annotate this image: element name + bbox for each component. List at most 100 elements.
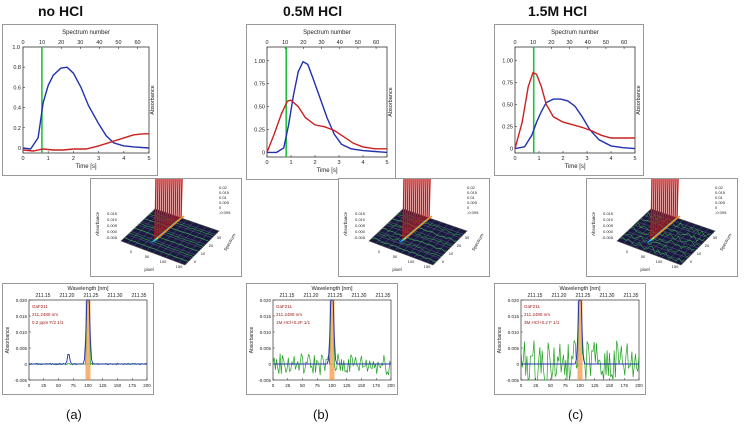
x-tick-label: 150 — [358, 383, 366, 388]
peak-ridge-line — [160, 179, 163, 235]
spectrum-trace — [273, 299, 391, 365]
surface-floor — [616, 208, 716, 266]
legend-entry: 0.2 ppm F/2 1/1 — [32, 320, 64, 325]
noise-line — [139, 222, 204, 248]
peak-ridge-line — [156, 179, 159, 238]
top-chart-c: Spectrum number 0 10 20 30 40 50 60 0 1 2 3 4 5 Time [… — [494, 24, 644, 176]
peak-ridge-line — [666, 179, 669, 227]
y-tick-label: 1.00 — [254, 59, 265, 65]
spectrum-trace — [29, 299, 147, 365]
x-tick-label: 1 — [537, 156, 540, 162]
noise-line — [397, 214, 463, 238]
x-tick-label: 175 — [128, 383, 136, 388]
wavelength-tick-label: 211.35 — [376, 293, 391, 299]
peak-ridge-line — [658, 179, 661, 233]
y-tick-label: 0.2 — [13, 126, 21, 132]
absorbance-tick-label: 0.010 — [355, 217, 366, 222]
x2-tick-label: 20 — [300, 40, 306, 46]
x2-axis-label: Spectrum number — [551, 30, 599, 36]
side-scale-label: 0.015 — [219, 190, 230, 195]
pixel-tick-label: 100 — [160, 259, 167, 264]
wavelength-tick-label: 211.15 — [528, 293, 543, 299]
absorbance-tick-label: -0.005 — [354, 235, 366, 240]
x-tick-label: 100 — [84, 383, 92, 388]
peak-ridge-line — [402, 179, 405, 240]
absorbance-tick-label: 0.010 — [603, 217, 614, 222]
y-axis-label: Absorbance — [497, 326, 503, 353]
y-tick-label: 0.015 — [260, 314, 272, 319]
x-tick-label: 0 — [513, 156, 516, 162]
x-axis-label: Time [s] — [316, 168, 337, 174]
gradient-streak — [653, 215, 681, 239]
x2-tick-label: 40 — [585, 40, 591, 46]
peak-ridge-line — [406, 179, 409, 236]
x-tick-label: 125 — [591, 383, 599, 388]
wavelength-tick-label: 211.15 — [36, 293, 51, 299]
wavelength-tick-label: 211.15 — [280, 293, 295, 299]
grid-line — [420, 226, 455, 261]
peak-ridge-line — [420, 179, 423, 225]
noise-line — [620, 236, 685, 263]
3d-plot-b: Absorbance 0.015 0.010 0.005 0.000 -0.005 0 50 1… — [338, 178, 490, 277]
side-scale-label: -0.005 — [715, 210, 727, 215]
side-scale-label: 0.02 — [219, 185, 228, 190]
peak-ridge-line — [656, 179, 659, 235]
peak-ridge-line — [170, 179, 173, 227]
x2-tick-label: 50 — [355, 40, 361, 46]
surface-floor — [368, 208, 468, 266]
y-top-label: 1.0 — [12, 45, 20, 51]
x2-tick-label: 0 — [21, 40, 24, 46]
wavelength-tick-label: 211.25 — [576, 293, 591, 299]
pixel-tick-label: 50 — [145, 254, 150, 259]
pixel-tick-label: 150 — [176, 264, 183, 269]
series-line-1 — [22, 133, 149, 152]
x-tick-label: 0 — [520, 383, 523, 388]
grid-line — [385, 224, 451, 249]
side-scale-label: 0.02 — [715, 185, 724, 190]
x-axis-label: Time [s] — [75, 164, 96, 170]
series-line-1 — [514, 71, 635, 149]
x2-tick-label: 20 — [548, 40, 554, 46]
peak-band — [85, 300, 91, 380]
pixel-tick-label: 50 — [393, 254, 398, 259]
noise-line — [382, 227, 447, 252]
spectrum-tick-label: 30 — [217, 235, 222, 240]
wavelength-axis-label: Wavelength [nm] — [311, 286, 353, 292]
legend-entry: GaF211 — [524, 304, 540, 309]
x-tick-label: 2 — [72, 156, 75, 162]
grid-line — [389, 221, 454, 245]
peak-ridge-line — [180, 179, 183, 219]
wavelength-tick-label: 211.35 — [132, 293, 147, 299]
peak-ridge-line — [416, 179, 419, 228]
y-tick-label: 0 — [24, 362, 27, 367]
x-tick-label: 200 — [387, 383, 395, 388]
noise-line — [625, 233, 690, 258]
x-axis-label: Time [s] — [564, 164, 585, 170]
grid-line — [137, 224, 203, 249]
peak-ridge-line — [674, 179, 677, 220]
x2-axis-label: Spectrum number — [62, 30, 110, 36]
peak-ridge-line — [676, 179, 679, 219]
x-tick-label: 4 — [361, 160, 364, 166]
y-axis-label: Absorbance — [150, 85, 156, 114]
y-tick-label: 0.020 — [260, 298, 272, 303]
peak-ridge-line — [426, 179, 429, 220]
gradient-streak — [157, 215, 185, 239]
y-axis-label: Absorbance — [388, 87, 394, 116]
pixel-axis-label: pixel — [640, 267, 649, 272]
absorbance-tick-label: 0.015 — [603, 211, 614, 216]
wavelength-tick-label: 211.30 — [108, 293, 123, 299]
x-tick-label: 175 — [620, 383, 628, 388]
x2-tick-label: 50 — [115, 40, 121, 46]
plot-frame — [514, 46, 636, 154]
peak-ridge-line — [418, 179, 421, 227]
grid-line — [668, 226, 703, 261]
wavelength-tick-label: 211.25 — [84, 293, 99, 299]
bottom-chart-b: Wavelength [nm] 211.15 211.20 211.25 211.30 2… — [246, 283, 398, 395]
x2-tick-label: 60 — [373, 40, 379, 46]
peak-ridge-line — [172, 179, 175, 225]
pixel-axis-label: pixel — [144, 267, 153, 272]
peak-ridge-line — [664, 179, 667, 228]
y-tick-label: 0.25 — [254, 128, 265, 134]
grid-line — [172, 226, 207, 261]
